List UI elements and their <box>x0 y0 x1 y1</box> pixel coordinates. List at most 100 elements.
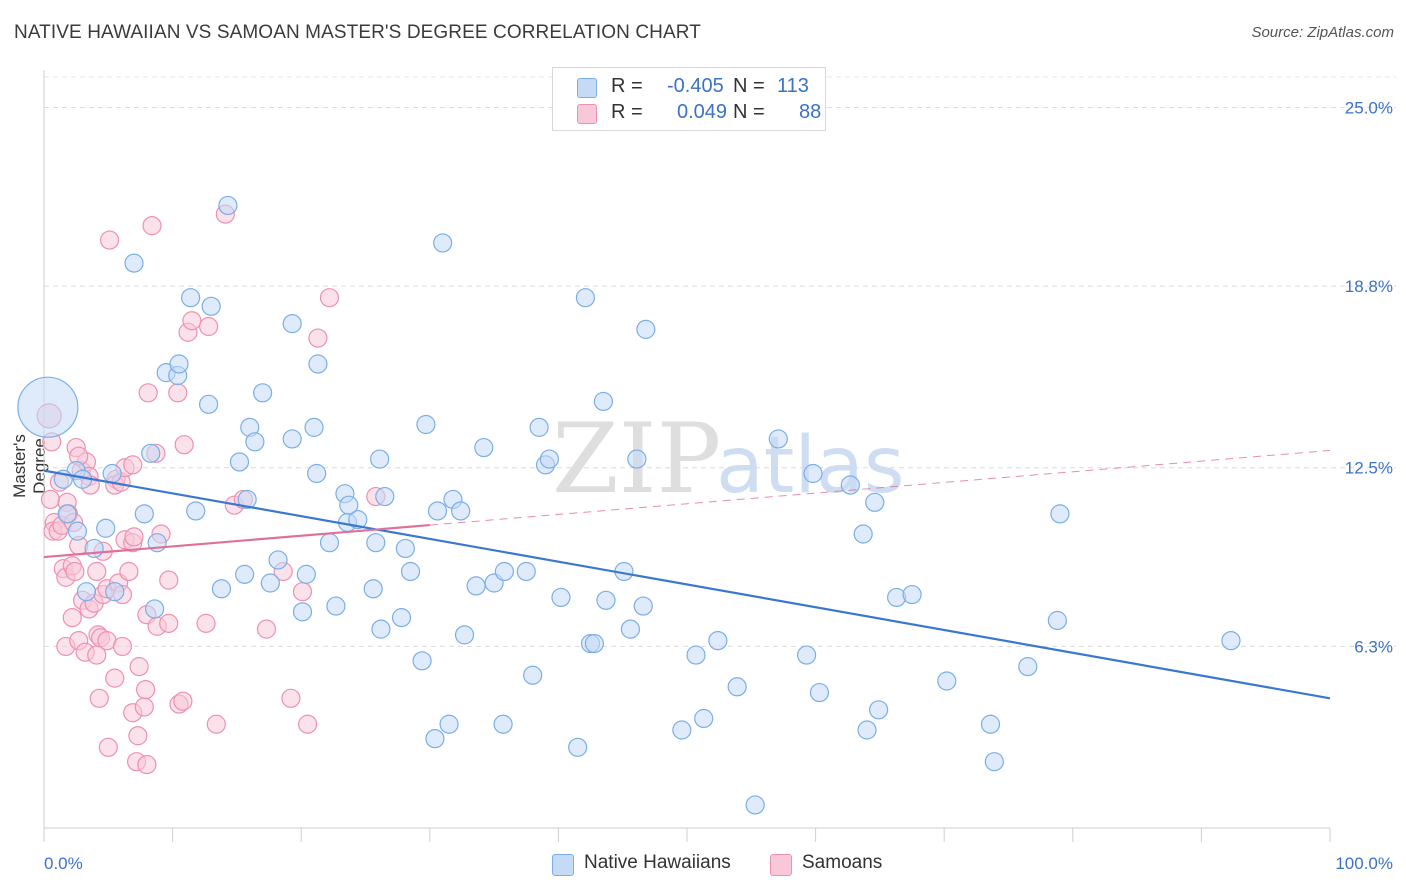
samoan-point <box>196 613 216 633</box>
native-hawaiian-point <box>57 504 77 524</box>
native-hawaiian-point <box>694 708 714 729</box>
native-hawaiian-point <box>124 253 144 273</box>
native-hawaiian-point <box>454 625 475 645</box>
legend-n-value: 88 <box>799 101 822 123</box>
native-hawaiian-point <box>427 501 448 521</box>
native-hawaiian-point <box>568 737 588 757</box>
watermark: ZIP atlas <box>552 403 905 515</box>
native-hawaiian-point <box>211 579 232 599</box>
legend-n-label: N = <box>733 101 765 123</box>
native-hawaiian-point <box>1047 610 1067 631</box>
x-tick-label-0: 0.0% <box>44 854 83 873</box>
samoan-point <box>98 737 118 757</box>
samoan-point <box>87 561 107 582</box>
samoan-point <box>142 216 162 236</box>
samoan-point <box>292 582 313 602</box>
y-tick-label-2: 18.8% <box>1345 277 1393 296</box>
native-hawaiian-point <box>134 504 154 524</box>
samoan-point <box>182 311 202 331</box>
samoan-point <box>174 435 194 455</box>
native-hawaiian-point <box>803 463 823 484</box>
samoan-point <box>89 688 109 708</box>
native-hawaiian-point <box>1050 504 1070 524</box>
native-hawaiian-point <box>636 319 656 339</box>
gridlines <box>44 76 1396 647</box>
samoan-point <box>298 714 318 734</box>
native-hawaiian-point <box>371 619 391 639</box>
native-hawaiian-point <box>370 449 390 469</box>
samoan-point <box>119 561 139 582</box>
x-tick-label-1: 100.0% <box>1335 854 1393 873</box>
samoan-point <box>168 383 188 403</box>
native-hawaiian-point <box>326 596 346 616</box>
native-hawaiian-point <box>865 492 885 512</box>
trend-lines <box>43 449 1331 700</box>
native-hawaiian-point <box>1221 631 1241 651</box>
samoan-point <box>62 608 82 628</box>
y-tick-label-3: 25.0% <box>1345 98 1393 117</box>
native-hawaiian-point <box>593 391 614 412</box>
axes <box>43 70 1331 842</box>
native-hawaiian-point <box>237 489 257 510</box>
native-hawaiian-point <box>296 564 316 584</box>
native-hawaiians-points <box>17 195 1241 815</box>
native-hawaiian-point <box>980 714 1001 734</box>
native-hawaiian-point <box>523 665 543 685</box>
native-hawaiian-point <box>391 608 412 628</box>
bottom-legend-label: Samoans <box>802 852 883 873</box>
native-hawaiian-point <box>102 463 122 484</box>
native-hawaiian-point <box>633 596 653 616</box>
samoan-point <box>256 619 277 639</box>
native-hawaiian-point <box>474 437 494 458</box>
native-hawaiian-point <box>796 645 817 665</box>
native-hawaiian-point <box>307 463 327 484</box>
native-hawaiian-point <box>308 354 328 374</box>
native-hawaiian-point <box>745 795 765 815</box>
correlation-legend: R = -0.405 N = 113 R = 0.049 N = 88 <box>552 67 826 131</box>
native-hawaiian-point <box>144 599 165 619</box>
native-hawaiian-point <box>493 714 513 734</box>
native-hawaiian-point <box>235 564 255 584</box>
native-hawaiian-point <box>96 518 116 538</box>
samoans-points <box>36 204 386 775</box>
native-hawaiian-point <box>425 729 445 749</box>
native-hawaiian-point <box>253 383 273 403</box>
native-hawaiian-point <box>245 432 265 452</box>
trend-line-native-hawaiians <box>43 469 1331 700</box>
native-hawaiian-point <box>199 394 219 414</box>
samoan-point <box>319 288 340 308</box>
samoan-point <box>173 691 193 711</box>
native-hawaiian-point <box>516 561 536 582</box>
trend-line-samoans <box>43 523 430 559</box>
native-hawaiian-point <box>840 475 860 495</box>
native-hawaiian-point <box>268 550 288 570</box>
native-hawaiian-point <box>529 417 549 437</box>
legend-n-label: N = <box>733 75 765 97</box>
samoan-point <box>206 714 226 734</box>
native-hawaiian-point <box>686 645 706 665</box>
native-hawaiian-point <box>282 314 302 334</box>
bottom-legend-label: Native Hawaiians <box>584 852 731 873</box>
native-hawaiian-point <box>869 700 889 720</box>
native-hawaiian-point <box>708 631 728 651</box>
samoan-point <box>99 230 120 250</box>
native-hawaiian-point <box>348 510 368 530</box>
native-hawaiian-point <box>339 495 359 515</box>
native-hawaiian-point <box>575 288 596 308</box>
samoan-point <box>105 668 125 688</box>
native-hawaiian-point <box>937 671 957 691</box>
native-hawaiian-point <box>363 579 383 599</box>
tick-labels: 6.3% 12.5% 18.8% 25.0% 0.0% 100.0% <box>44 98 1393 873</box>
legend-r-label: R = <box>611 75 643 97</box>
native-hawaiian-point <box>439 714 459 734</box>
legend-swatch-native-hawaiians <box>577 78 597 98</box>
bottom-legend-swatch-native-hawaiians <box>552 854 574 876</box>
native-hawaiian-point <box>304 417 324 437</box>
native-hawaiian-point <box>260 573 280 593</box>
samoan-point <box>138 383 158 403</box>
samoan-point <box>281 688 301 708</box>
y-tick-label-0: 6.3% <box>1354 637 1393 656</box>
legend-r-value: 0.049 <box>677 101 728 123</box>
samoan-point <box>65 561 85 582</box>
bottom-legend-swatch-samoans <box>770 854 792 876</box>
